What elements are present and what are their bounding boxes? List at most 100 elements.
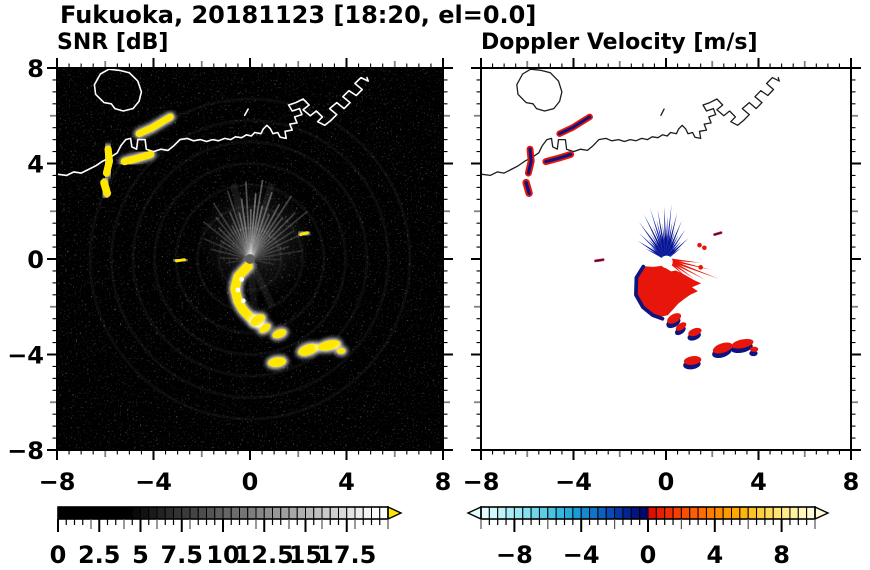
colorbar-cell	[672, 506, 682, 520]
radar-ray-artifact	[249, 195, 293, 260]
velocity-echo-negative	[749, 350, 758, 357]
colorbar-cell	[313, 506, 323, 520]
radar-ray-artifact	[249, 245, 290, 260]
colorbar-over-arrow	[387, 505, 403, 521]
coastline	[660, 108, 665, 116]
colorbar-cell	[639, 506, 649, 520]
colorbar-cell	[305, 506, 315, 520]
velocity-echo-positive	[712, 342, 733, 354]
colorbar-cell	[98, 506, 108, 520]
velocity-echo-negative-fringe	[634, 264, 665, 321]
radar-ray-artifact	[219, 239, 251, 260]
radar-ray-artifact	[210, 248, 251, 260]
snr-echo-blob	[336, 348, 346, 354]
colorbar-cell	[580, 506, 591, 520]
colorbar-tick-label: 0	[640, 541, 657, 569]
colorbar-cell	[263, 506, 273, 520]
coastline	[57, 76, 369, 177]
radar-center-hole	[660, 255, 673, 269]
colorbar-cell	[230, 506, 240, 520]
velocity-axis: −8 −4 0 4 8	[463, 58, 861, 496]
radar-center-disk	[245, 254, 255, 264]
velocity-spike	[664, 229, 686, 260]
velocity-spike	[645, 248, 667, 261]
snr-echo	[135, 113, 174, 138]
colorbar-under-arrow	[466, 505, 482, 521]
velocity-xtick-label: 8	[843, 468, 860, 496]
colorbar-cell	[197, 506, 207, 520]
radar-ray-artifact	[230, 183, 254, 260]
colorbar-cell	[547, 506, 557, 520]
radar-ray-artifact	[249, 193, 257, 260]
colorbar-cell	[680, 506, 691, 520]
radar-ray-artifact	[249, 231, 307, 260]
colorbar-cell	[189, 506, 199, 520]
radar-ray-artifact	[249, 205, 264, 260]
radar-ray-artifact	[231, 224, 251, 260]
colorbar-tick-label: 8	[773, 541, 790, 569]
radar-ray-artifact	[249, 217, 284, 260]
radar-ray-artifact	[202, 220, 251, 260]
colorbar-cell	[614, 506, 624, 520]
velocity-echo-speck	[697, 242, 702, 248]
range-ring-artifact	[88, 97, 412, 421]
velocity-xtick-label: 4	[750, 468, 767, 496]
colorbar-cell	[806, 506, 816, 520]
velocity-coastal-echo-core	[594, 259, 604, 262]
velocity-spike	[664, 220, 682, 260]
radar-ray-artifact	[215, 216, 251, 260]
snr-panel-title: SNR [dB]	[57, 30, 169, 55]
colorbar-cell	[747, 506, 758, 520]
colorbar-cell	[173, 506, 183, 520]
coastline	[243, 108, 249, 117]
colorbar-cell	[206, 506, 216, 520]
range-ring-artifact	[110, 119, 390, 399]
radar-ray-artifact	[249, 212, 296, 260]
snr-echo-blob	[250, 314, 266, 326]
colorbar-cell	[697, 506, 707, 520]
velocity-coastal-echo-core	[558, 115, 592, 136]
colorbar-cell	[321, 506, 331, 520]
snr-echo-blob	[317, 340, 341, 351]
velocity-spike	[665, 257, 720, 280]
colorbar-cell	[362, 506, 372, 520]
range-ring-artifact	[153, 162, 347, 356]
colorbar-cell	[140, 506, 150, 520]
figure-title: Fukuoka, 20181123 [18:20, el=0.0]	[60, 1, 537, 29]
colorbar-cell	[90, 506, 100, 520]
radar-ray-artifact	[249, 210, 308, 260]
colorbar-cell	[65, 506, 75, 520]
snr-xtick-label: −8	[39, 468, 76, 496]
velocity-spike	[665, 257, 701, 263]
snr-panel-plot-area	[57, 68, 443, 450]
colorbar-cell	[789, 506, 799, 520]
colorbar-cell	[280, 506, 290, 520]
velocity-echo-positive	[688, 327, 702, 337]
colorbar-cell	[214, 506, 224, 520]
snr-ytick-label: 4	[27, 151, 44, 179]
colorbar-cell	[689, 506, 699, 520]
range-ring-artifact	[131, 140, 369, 378]
velocity-echo-positive	[667, 313, 682, 324]
colorbar-cell	[107, 506, 117, 520]
colorbar-cell	[781, 506, 791, 520]
velocity-echo-speck	[702, 245, 707, 251]
colorbar-cell	[772, 506, 783, 520]
colorbar-cell	[664, 506, 674, 520]
colorbar-tick-label: 2.5	[78, 541, 121, 569]
snr-echo-blob	[272, 329, 287, 339]
colorbar-cell	[597, 506, 607, 520]
radar-ray-artifact	[226, 190, 251, 260]
velocity-echo-positive	[675, 322, 687, 331]
snr-ytick-label: 0	[27, 246, 44, 274]
radar-ray-artifact	[249, 203, 281, 260]
coastline	[93, 68, 143, 112]
colorbar-tick-label: 7.5	[160, 541, 203, 569]
radar-ray-artifact	[249, 230, 293, 260]
axes-and-ticks: −8 −8 −4 −4 0 0 4 4 8 8 −8 −4 0 4 8	[7, 55, 861, 496]
radar-ray-artifact	[245, 181, 251, 260]
colorbar-tick-label: 4	[706, 541, 723, 569]
colorbar-cell	[115, 506, 125, 520]
colorbar-cell	[731, 506, 741, 520]
